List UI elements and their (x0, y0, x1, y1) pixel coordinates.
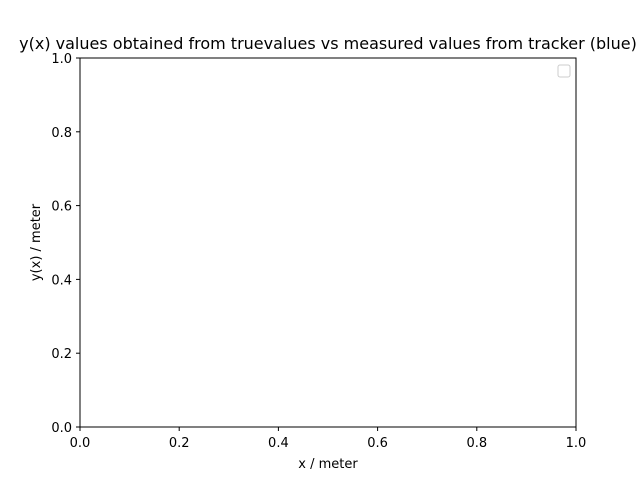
x-tick-label: 1.0 (566, 436, 587, 451)
y-tick-label: 0.6 (51, 200, 72, 215)
y-tick-label: 0.8 (51, 126, 72, 141)
x-tick-label: 0.6 (367, 436, 388, 451)
y-tick-label: 0.4 (51, 273, 72, 288)
y-axis-ticks: 0.0 0.2 0.4 0.6 0.8 1.0 (51, 52, 80, 436)
y-tick-label: 0.2 (51, 347, 72, 362)
x-tick-label: 0.4 (268, 436, 289, 451)
x-axis-label: x / meter (298, 457, 358, 472)
x-tick-label: 0.0 (70, 436, 91, 451)
y-axis-label: y(x) / meter (29, 203, 44, 281)
chart-title: y(x) values obtained from truevalues vs … (19, 34, 637, 53)
x-tick-label: 0.8 (466, 436, 487, 451)
x-tick-label: 0.2 (169, 436, 190, 451)
y-tick-label: 1.0 (51, 52, 72, 67)
plot-area (80, 58, 576, 427)
x-axis-ticks: 0.0 0.2 0.4 0.6 0.8 1.0 (70, 427, 587, 451)
y-tick-label: 0.0 (51, 421, 72, 436)
legend-box (557, 64, 571, 78)
plot-frame (79, 57, 577, 428)
